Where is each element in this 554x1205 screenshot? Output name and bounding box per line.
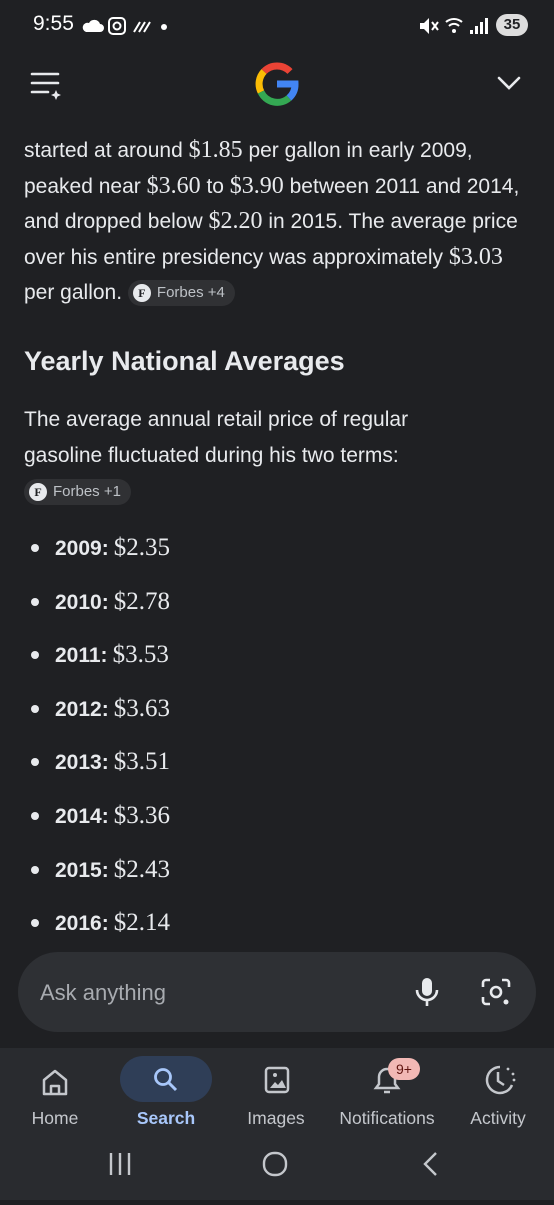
status-bar: 9:55 35 (0, 0, 554, 52)
notification-badge: 9+ (388, 1058, 420, 1080)
summary-text: per gallon in early 2009, peaked near (24, 139, 473, 198)
ask-box[interactable] (18, 952, 536, 1032)
price: $3.51 (113, 748, 170, 776)
price-item: 2015: $2.43 (0, 843, 554, 897)
price: $3.63 (113, 694, 170, 722)
price-item: 2009: $2.35 (0, 521, 554, 575)
nav-label[interactable]: Home (31, 1108, 79, 1128)
price-item: 2011: $3.53 (0, 628, 554, 682)
year: 2016: (55, 912, 109, 936)
price-item: 2016: $2.14 (0, 896, 554, 950)
nav-label[interactable]: Search (136, 1108, 196, 1128)
section-intro: The average annual retail price of regul… (24, 402, 469, 510)
price: $2.78 (113, 587, 170, 615)
year: 2011: (55, 644, 108, 668)
lens-button[interactable] (480, 977, 512, 1007)
price-value: $1.85 (188, 137, 243, 163)
citation-chip[interactable]: F Forbes +1 (24, 479, 131, 506)
summary: started at around $1.85 per gallon in ea… (24, 133, 534, 311)
collapse-button[interactable] (496, 74, 522, 92)
summary-text: per gallon. (24, 281, 128, 304)
system-nav-buttons[interactable] (0, 1142, 554, 1200)
google-logo[interactable] (255, 62, 299, 106)
nav-label[interactable]: Images (247, 1108, 305, 1128)
ask-placeholder[interactable]: Ask anything (40, 980, 166, 1005)
nav-label[interactable]: Activity (470, 1108, 526, 1128)
system-nav (0, 1142, 554, 1200)
price-value: $3.90 (229, 172, 284, 199)
battery: 35 (496, 14, 528, 36)
summary-text: in 2015. The average price over his enti… (24, 210, 518, 269)
chip-icon: F (29, 483, 47, 502)
year: 2009: (55, 537, 109, 560)
chip-label: Forbes +1 (53, 483, 121, 501)
price: $3.53 (112, 641, 169, 669)
nav-icons (42, 1065, 516, 1096)
price: $3.36 (113, 801, 170, 829)
menu-button[interactable] (30, 70, 64, 102)
year: 2013: (55, 751, 109, 775)
price-item: 2010: $2.78 (0, 575, 554, 629)
year: 2014: (55, 804, 109, 828)
price-value: $3.03 (448, 243, 503, 270)
chip-icon: F (132, 284, 151, 303)
year: 2010: (55, 590, 109, 614)
summary-text: started at around (24, 139, 189, 162)
section-heading: Yearly National Averages (24, 346, 345, 376)
summary-text: to (200, 174, 230, 198)
price-value: $3.60 (146, 172, 201, 199)
summary-text: between 2011 and 2014, and dropped below (24, 174, 520, 234)
price-item: 2013: $3.51 (0, 735, 554, 789)
mic-button[interactable] (414, 976, 440, 1008)
citation-chip[interactable]: F Forbes +4 (127, 280, 235, 307)
year: 2015: (55, 858, 109, 882)
system-icons (420, 18, 488, 34)
intro-text: The average annual retail price of regul… (24, 408, 409, 467)
nav-label[interactable]: Notifications (339, 1108, 435, 1128)
price-value: $2.20 (208, 208, 263, 234)
chip-label: Forbes +4 (156, 284, 225, 302)
price-list: 2009: $2.35 2010: $2.78 2011: $3.53 2012: $3.63… (0, 521, 554, 950)
status-icons (82, 17, 167, 35)
header (0, 52, 554, 122)
price-item: 2014: $3.36 (0, 789, 554, 843)
price: $2.35 (113, 534, 170, 561)
price: $2.14 (113, 909, 170, 937)
price: $2.43 (113, 855, 170, 883)
time: 9:55 (33, 12, 74, 35)
active-tab[interactable] (120, 1056, 212, 1102)
year: 2012: (55, 697, 109, 721)
price-item: 2012: $3.63 (0, 682, 554, 736)
bottom-nav (0, 1048, 554, 1142)
